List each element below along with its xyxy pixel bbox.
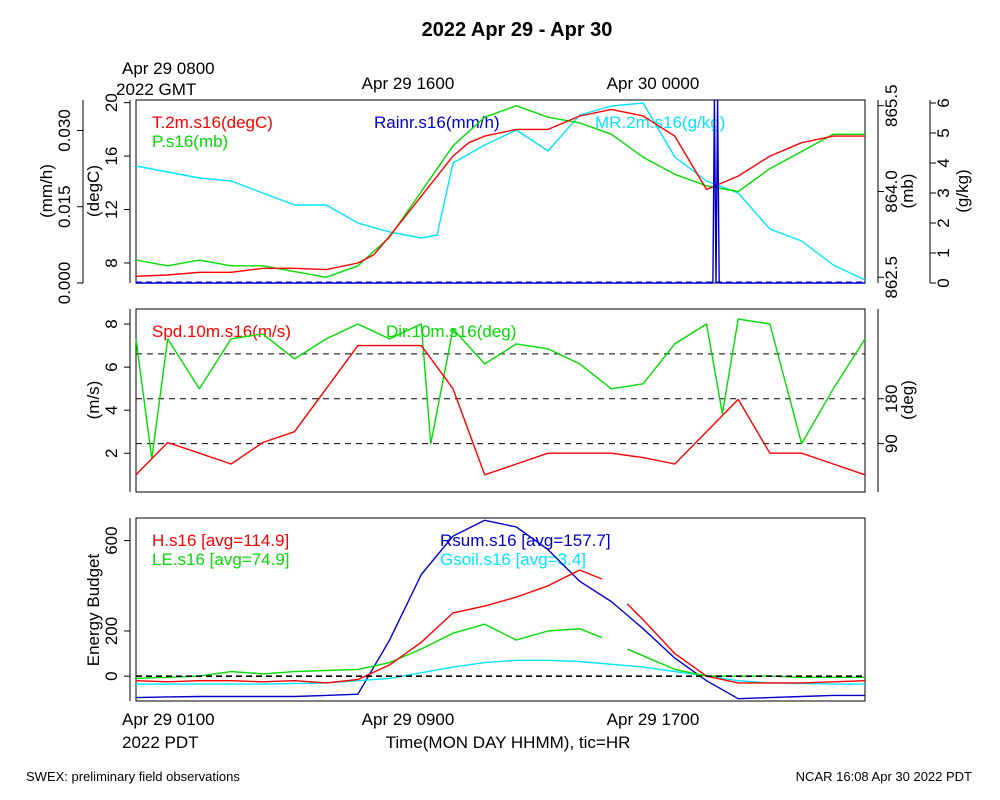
wind-direction-axis-label: (deg) xyxy=(898,380,917,420)
mr-tick-label: 3 xyxy=(934,188,953,197)
energy-tick-label: 600 xyxy=(102,526,121,554)
legend-latent-heat: LE.s16 [avg=74.9] xyxy=(152,550,290,569)
legend-pressure: P.s16(mb) xyxy=(152,132,228,151)
legend-temperature: T.2m.s16(degC) xyxy=(152,113,273,132)
mr-tick-label: 0 xyxy=(934,278,953,287)
bottom-axis-tick-label: Apr 29 1700 xyxy=(607,710,700,729)
temp-axis-label: (degC) xyxy=(84,165,103,217)
legend-net-radiation: Rsum.s16 [avg=157.7] xyxy=(440,531,611,550)
pres-tick-label: 862.5 xyxy=(882,256,901,299)
legend-wind-direction: Dir.10m.s16(deg) xyxy=(386,322,516,341)
rain-axis-label: (mm/h) xyxy=(37,164,56,218)
wind-direction-tick-label: 90 xyxy=(882,434,901,453)
legend-wind-speed: Spd.10m.s16(m/s) xyxy=(152,322,291,341)
latent-heat-line xyxy=(627,648,865,678)
energy-axis-label: Energy Budget xyxy=(84,553,103,666)
legend-rain-rate: Rainr.s16(mm/h) xyxy=(374,113,500,132)
pres-tick-label: 864.0 xyxy=(882,170,901,213)
footer-timestamp: NCAR 16:08 Apr 30 2022 PDT xyxy=(796,769,972,784)
sensible-heat-line xyxy=(626,603,866,684)
bottom-axis-tick-label: Apr 29 0900 xyxy=(362,710,455,729)
mixing-ratio-line xyxy=(135,102,866,281)
wind-speed-tick-label: 6 xyxy=(102,362,121,371)
energy-tick-label: 200 xyxy=(102,617,121,645)
wind-panel-frame xyxy=(135,308,866,493)
temp-tick-label: 8 xyxy=(102,258,121,267)
pres-axis-label: (mb) xyxy=(898,174,917,209)
chart-marks: 0.0000.0150.0308121620862.5864.0865.5012… xyxy=(55,84,953,701)
top-axis-start-label-line1: Apr 29 0800 xyxy=(122,59,215,78)
pressure-line xyxy=(135,104,865,278)
rain-tick-label: 0.000 xyxy=(55,262,74,305)
rain-tick-label: 0.030 xyxy=(55,109,74,152)
wind-speed-tick-label: 8 xyxy=(102,319,121,328)
rain-rate-line xyxy=(136,99,865,284)
top-axis-tick-label: Apr 29 1600 xyxy=(362,74,455,93)
top-axis-start-label-line2: 2022 GMT xyxy=(116,80,196,99)
wind-speed-axis-label: (m/s) xyxy=(84,381,103,420)
mr-tick-label: 1 xyxy=(934,248,953,257)
mr-axis-label: (g/kg) xyxy=(953,169,972,212)
latent-heat-line xyxy=(135,623,603,680)
rain-tick-label: 0.015 xyxy=(55,185,74,228)
wind-speed-line xyxy=(135,344,866,476)
net-radiation-line xyxy=(135,519,865,700)
pres-tick-label: 865.5 xyxy=(882,84,901,127)
footer-source-note: SWEX: preliminary field observations xyxy=(26,769,240,784)
temp-tick-label: 20 xyxy=(102,93,121,112)
chart-title: 2022 Apr 29 - Apr 30 xyxy=(422,19,613,41)
soil-heat-line xyxy=(136,659,865,685)
legend-sensible-heat: H.s16 [avg=114.9] xyxy=(152,531,289,550)
mr-tick-label: 2 xyxy=(934,218,953,227)
temp-tick-label: 12 xyxy=(102,200,121,219)
wind-direction-line xyxy=(135,318,866,460)
legend-soil-heat: Gsoil.s16 [avg=3.4] xyxy=(440,550,586,569)
sensible-heat-line xyxy=(135,569,603,684)
bottom-axis-start-label-line2: 2022 PDT xyxy=(122,733,199,752)
mr-tick-label: 6 xyxy=(934,98,953,107)
mr-tick-label: 4 xyxy=(934,158,953,167)
wind-direction-tick-label: 180 xyxy=(882,385,901,413)
x-axis-title: Time(MON DAY HHMM), tic=HR xyxy=(386,733,631,752)
energy-panel-frame xyxy=(135,517,866,702)
wind-speed-tick-label: 4 xyxy=(102,405,121,414)
top-axis-tick-label: Apr 30 0000 xyxy=(607,74,700,93)
temperature-line xyxy=(135,108,865,277)
mr-tick-label: 5 xyxy=(934,128,953,137)
temp-tick-label: 16 xyxy=(102,147,121,166)
legend-mixing-ratio: MR.2m.s16(g/kg) xyxy=(595,113,725,132)
energy-tick-label: 0 xyxy=(102,671,121,680)
bottom-axis-start-label-line1: Apr 29 0100 xyxy=(122,710,215,729)
wind-speed-tick-label: 2 xyxy=(102,449,121,458)
